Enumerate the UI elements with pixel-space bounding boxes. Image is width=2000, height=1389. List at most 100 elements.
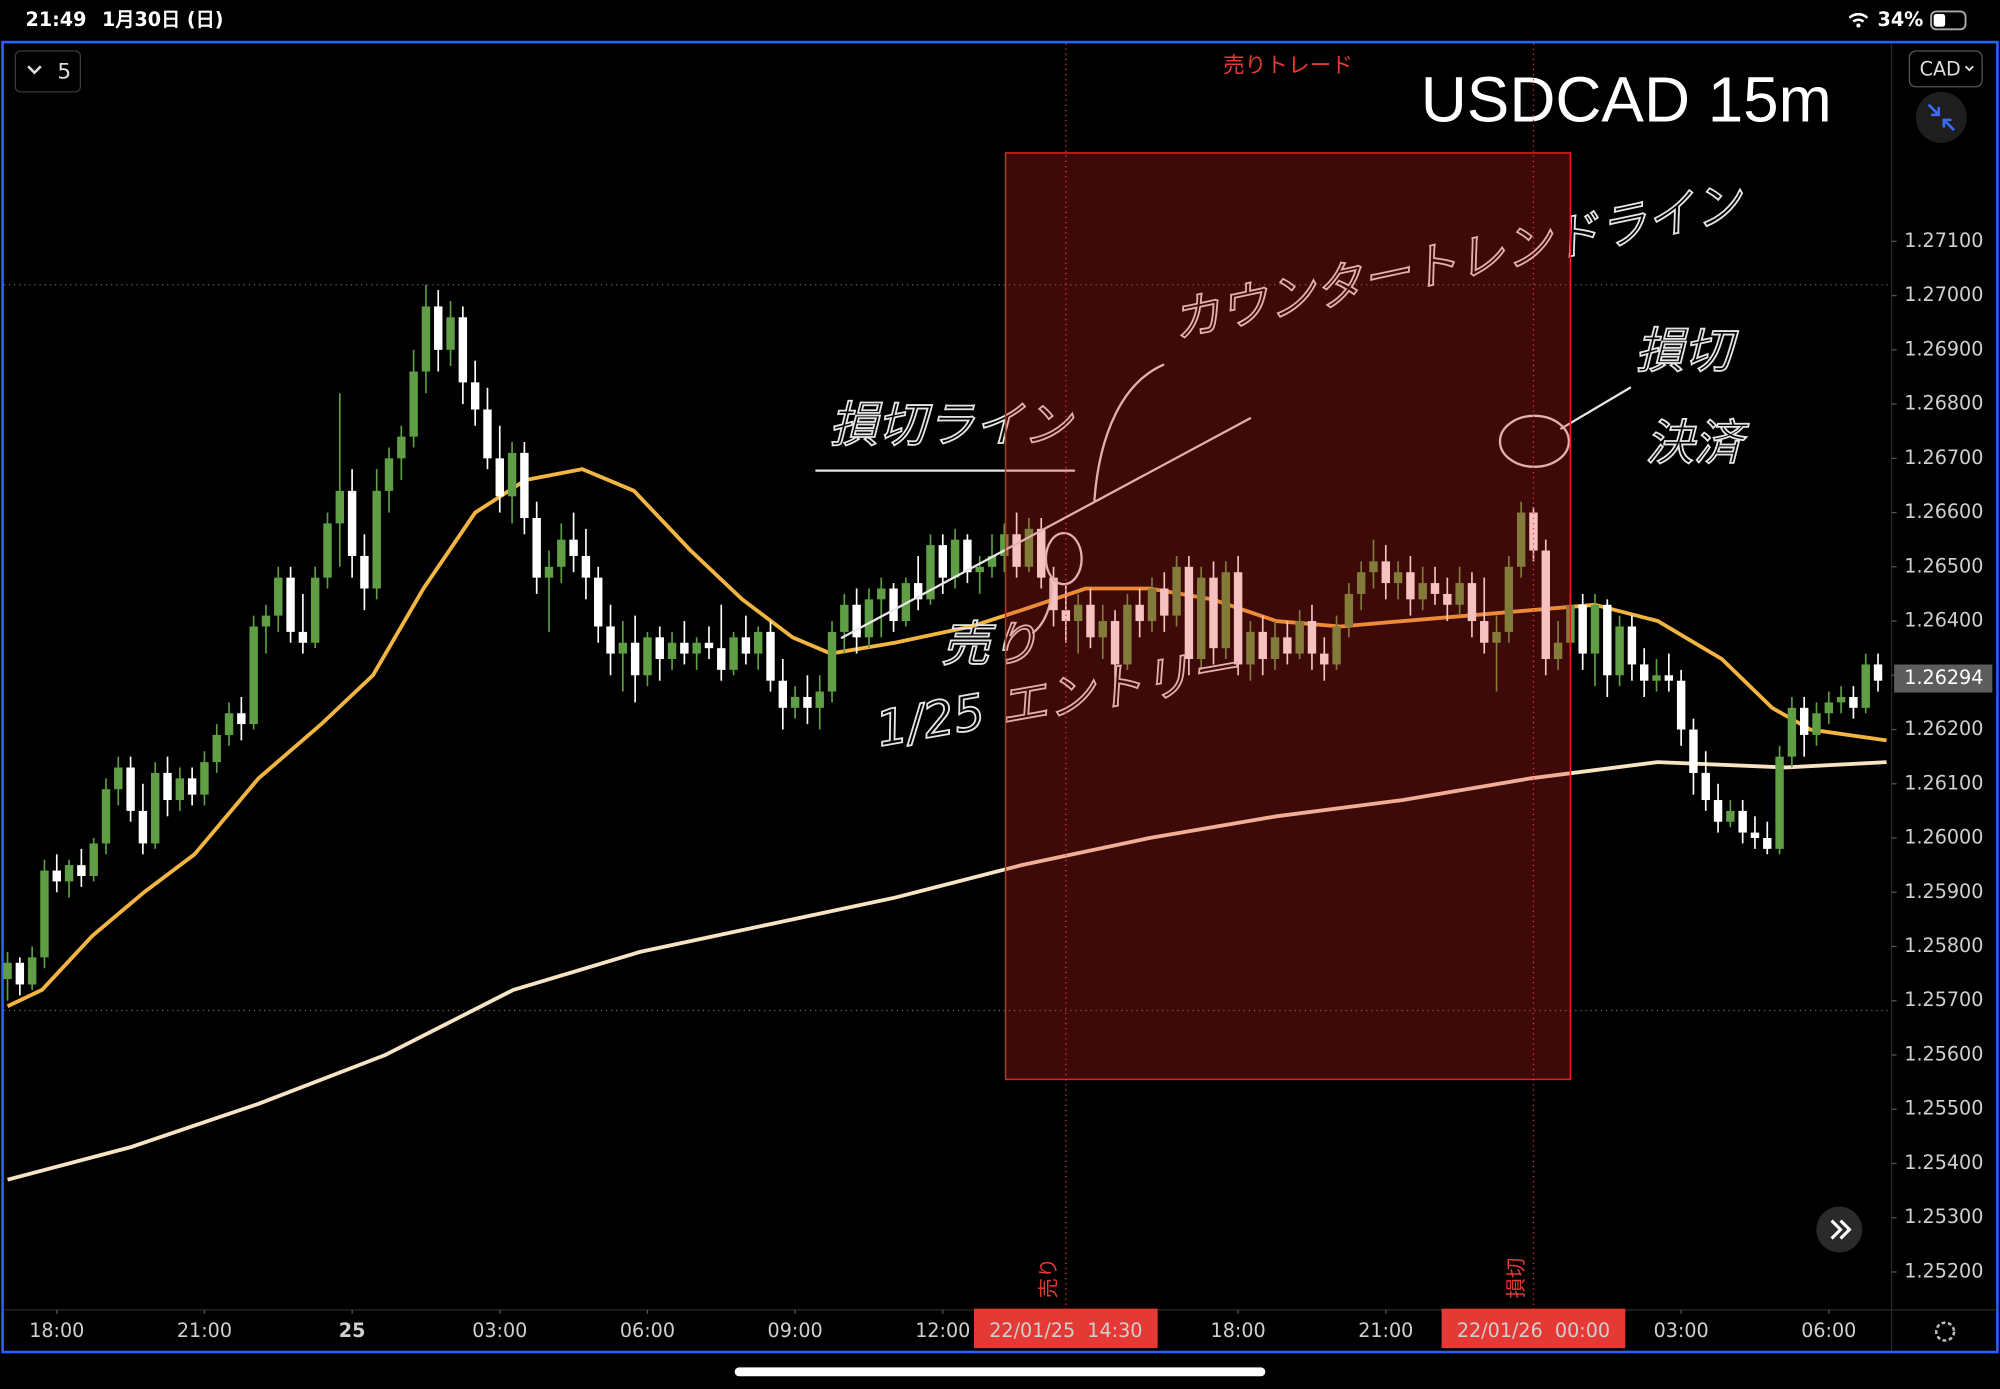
- candle-body: [1689, 729, 1698, 773]
- x-tick-label: 09:00: [768, 1319, 823, 1342]
- candle-body: [1086, 604, 1095, 638]
- candle-body: [1541, 550, 1550, 660]
- candle-body: [200, 762, 209, 795]
- candle-body: [15, 962, 25, 985]
- candle-body: [1098, 621, 1107, 638]
- x-tick-highlight: [974, 1308, 1158, 1349]
- x-tick-label: 21:00: [177, 1319, 232, 1342]
- candle-body: [1270, 637, 1280, 660]
- candle-body: [3, 962, 12, 980]
- candle-body: [1320, 653, 1329, 665]
- candle-body: [1037, 528, 1046, 578]
- candle-body: [114, 767, 123, 790]
- axes-layer: 1.25200 1.25300 1.25400 1.25500 1.25600 1.257…: [29, 229, 1993, 1349]
- x-tick-label: 03:00: [472, 1319, 527, 1342]
- candle-body: [1750, 832, 1760, 839]
- candle-body: [1147, 588, 1157, 622]
- candle-body: [852, 604, 861, 638]
- candle-body: [1160, 588, 1169, 616]
- candle-body: [101, 789, 111, 844]
- candle-body: [827, 631, 837, 692]
- annotation-connector: [1560, 386, 1632, 430]
- candle-body: [1000, 534, 1009, 556]
- candle-body: [212, 734, 221, 763]
- y-tick-label: 1.26000: [1904, 826, 1983, 849]
- candle-body: [864, 599, 874, 638]
- wifi-icon: [1856, 23, 1861, 28]
- currency-button[interactable]: [1908, 50, 1983, 88]
- x-tick-label: 22/01/25 14:30: [989, 1319, 1142, 1342]
- x-tick-label: 21:00: [1358, 1319, 1413, 1342]
- y-tick-label: 1.25900: [1904, 880, 1983, 903]
- candle-body: [938, 545, 947, 578]
- candle-body: [1430, 583, 1440, 594]
- candle-body: [347, 490, 357, 556]
- collapse-button[interactable]: [1915, 91, 1967, 143]
- candle-body: [544, 566, 554, 578]
- candle-body: [1553, 642, 1563, 660]
- candle-body: [1196, 577, 1206, 660]
- candle-body: [151, 772, 160, 844]
- candle-body: [1221, 572, 1231, 649]
- candle-body: [667, 642, 677, 660]
- interval-button[interactable]: [14, 50, 82, 93]
- candle-body: [1480, 621, 1489, 643]
- trade-box-label: 売りトレード: [1223, 53, 1353, 78]
- candle-body: [1615, 626, 1624, 676]
- last-price-label: 1.26294: [1904, 666, 1983, 689]
- y-tick-label: 1.25600: [1904, 1042, 1983, 1065]
- candle-body: [987, 555, 997, 567]
- battery-level: [1933, 14, 1946, 27]
- candle-body: [975, 566, 984, 573]
- candle-body: [729, 637, 738, 670]
- candle-body: [913, 583, 923, 600]
- exit-circle: [1498, 414, 1571, 468]
- candle-body: [1799, 707, 1809, 735]
- candle-body: [1135, 604, 1144, 622]
- candle-body: [1455, 583, 1464, 605]
- candle-body: [274, 577, 283, 616]
- y-tick-label: 1.25300: [1904, 1205, 1983, 1228]
- candle-body: [1701, 772, 1710, 801]
- candle-body: [1763, 838, 1772, 849]
- candle-body: [1516, 512, 1526, 567]
- candle-body: [790, 696, 800, 708]
- currency-label: CAD: [1920, 58, 1961, 81]
- candle-body: [1713, 800, 1723, 822]
- y-tick-label: 1.26600: [1904, 500, 1983, 523]
- candle-body: [1443, 593, 1452, 605]
- marker-label: 売り: [1036, 1258, 1060, 1299]
- x-tick-label: 03:00: [1654, 1319, 1709, 1342]
- candle-body: [643, 637, 652, 676]
- y-tick-label: 1.26200: [1904, 717, 1983, 740]
- moving-average: [7, 760, 1887, 1182]
- candle-body: [483, 409, 492, 459]
- candle-body: [458, 317, 468, 383]
- chart-title: USDCAD 15m: [1421, 63, 1832, 135]
- candle-body: [1110, 621, 1120, 665]
- candle-body: [840, 604, 849, 632]
- last-price-tag: [1894, 664, 1993, 693]
- settings-button[interactable]: [1934, 1321, 1956, 1342]
- candle-body: [237, 713, 246, 725]
- candle-body: [1578, 604, 1587, 654]
- handwritten-note: 損切: [1635, 324, 1738, 380]
- candle-body: [446, 317, 455, 350]
- candle-body: [877, 588, 886, 600]
- candle-body: [630, 642, 640, 676]
- candle-body: [335, 490, 345, 524]
- y-tick-label: 1.26100: [1904, 771, 1983, 794]
- candle-body: [89, 843, 98, 876]
- candle-body: [1283, 637, 1292, 654]
- candle-body: [64, 865, 74, 882]
- candle-body: [126, 767, 135, 811]
- candle-body: [532, 517, 541, 578]
- x-tick-label: 06:00: [620, 1319, 675, 1342]
- home-indicator: [734, 1367, 1266, 1377]
- x-tick-label: 06:00: [1801, 1319, 1856, 1342]
- candle-body: [1836, 696, 1846, 703]
- candle-body: [680, 642, 689, 654]
- candle-body: [409, 371, 418, 437]
- candle-body: [618, 642, 628, 654]
